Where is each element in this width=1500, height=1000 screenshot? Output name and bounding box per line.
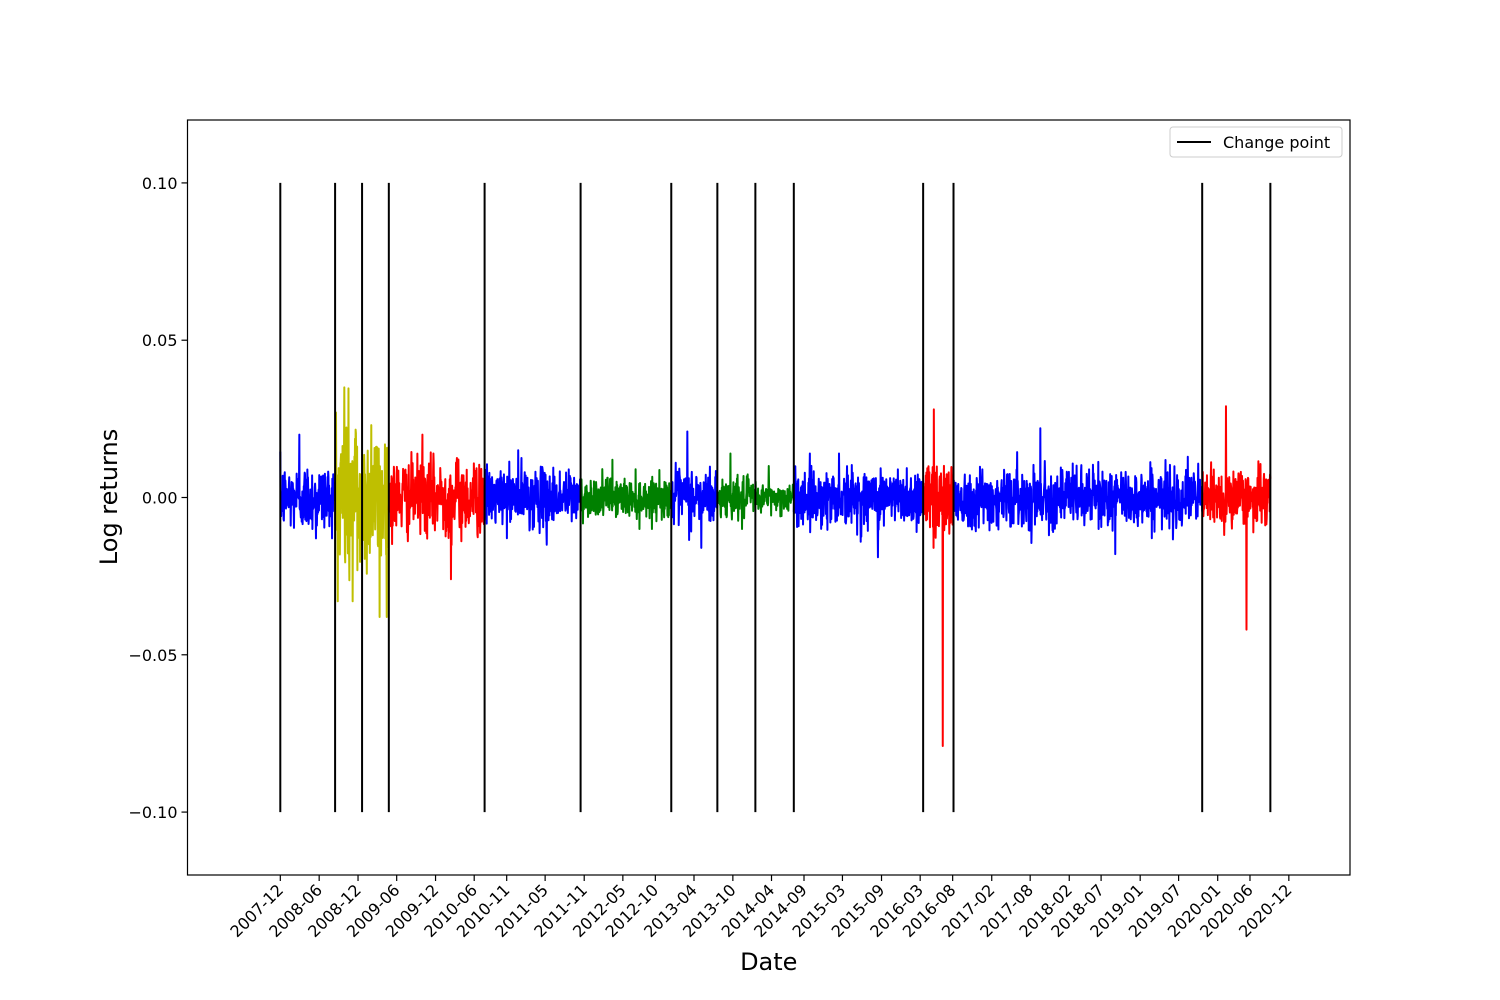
y-tick-label: 0.05 (142, 331, 178, 350)
series-segment-5 (483, 449, 582, 546)
series-segment-3 (361, 424, 390, 619)
series-segment-6 (579, 458, 673, 530)
series-segment-9 (754, 465, 795, 518)
series-segment-1 (279, 433, 337, 540)
series-segment-8 (716, 452, 757, 530)
legend-label-change-point: Change point (1223, 133, 1330, 152)
series-segment-2 (334, 386, 364, 603)
series-segment-4 (387, 433, 486, 581)
series-segment-11 (922, 408, 955, 748)
x-axis-label: Date (740, 948, 797, 976)
y-tick-label: 0.00 (142, 489, 178, 508)
legend-box (1169, 126, 1343, 158)
legend: Change point (1169, 126, 1343, 158)
series-segment-12 (952, 427, 1204, 556)
series-segment-13 (1201, 405, 1272, 631)
series-segment-7 (670, 430, 719, 549)
y-tick-label: −0.10 (128, 803, 177, 822)
y-tick-label: 0.10 (142, 174, 178, 193)
y-axis-label: Log returns (95, 429, 123, 565)
series-segment-10 (792, 452, 925, 559)
y-tick-label: −0.05 (128, 646, 177, 665)
